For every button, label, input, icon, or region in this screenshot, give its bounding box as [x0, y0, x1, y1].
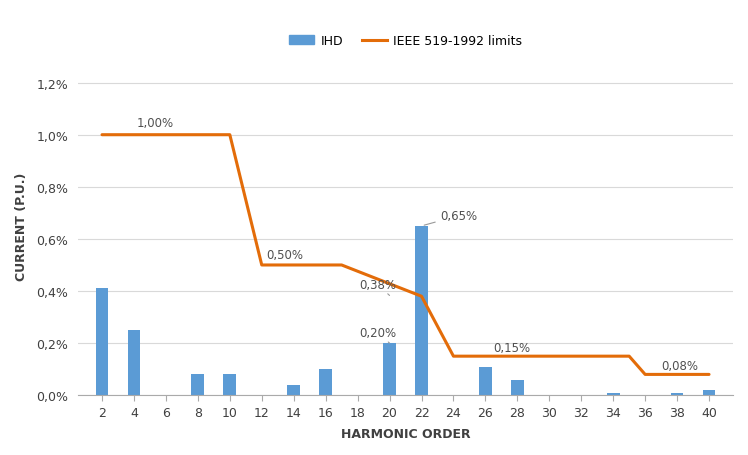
Text: 0,15%: 0,15% [494, 341, 530, 354]
IEEE 519-1992 limits [449, 354, 458, 359]
Y-axis label: CURRENT (P.U.): CURRENT (P.U.) [15, 172, 28, 280]
Bar [224, 374, 236, 395]
Bar [383, 344, 396, 395]
IEEE 519-1992 limits [705, 372, 714, 377]
Bar [415, 227, 428, 395]
IEEE 519-1992 limits [337, 263, 346, 268]
Bar [319, 369, 332, 395]
IEEE 519-1992 limits [417, 294, 426, 299]
Bar [607, 393, 619, 395]
Bar [128, 330, 141, 395]
IEEE 519-1992 limits [625, 354, 634, 359]
Bar [702, 390, 715, 395]
Text: 0,65%: 0,65% [424, 209, 478, 226]
Line: IEEE 519-1992 limits: IEEE 519-1992 limits [102, 136, 709, 374]
Legend: IHD, IEEE 519-1992 limits: IHD, IEEE 519-1992 limits [284, 30, 527, 53]
Bar [671, 393, 684, 395]
Text: 1,00%: 1,00% [137, 117, 174, 130]
X-axis label: HARMONIC ORDER: HARMONIC ORDER [341, 427, 470, 440]
Bar [287, 385, 300, 395]
Bar [96, 289, 108, 395]
Bar [191, 374, 204, 395]
Bar [511, 380, 524, 395]
IEEE 519-1992 limits [97, 133, 106, 138]
IEEE 519-1992 limits [225, 133, 234, 138]
Text: 0,20%: 0,20% [359, 327, 396, 344]
Bar [479, 367, 491, 395]
Text: 0,08%: 0,08% [661, 359, 698, 373]
Text: 0,50%: 0,50% [266, 248, 304, 262]
IEEE 519-1992 limits [257, 263, 266, 268]
Text: 0,38%: 0,38% [359, 278, 396, 296]
IEEE 519-1992 limits [640, 372, 649, 377]
